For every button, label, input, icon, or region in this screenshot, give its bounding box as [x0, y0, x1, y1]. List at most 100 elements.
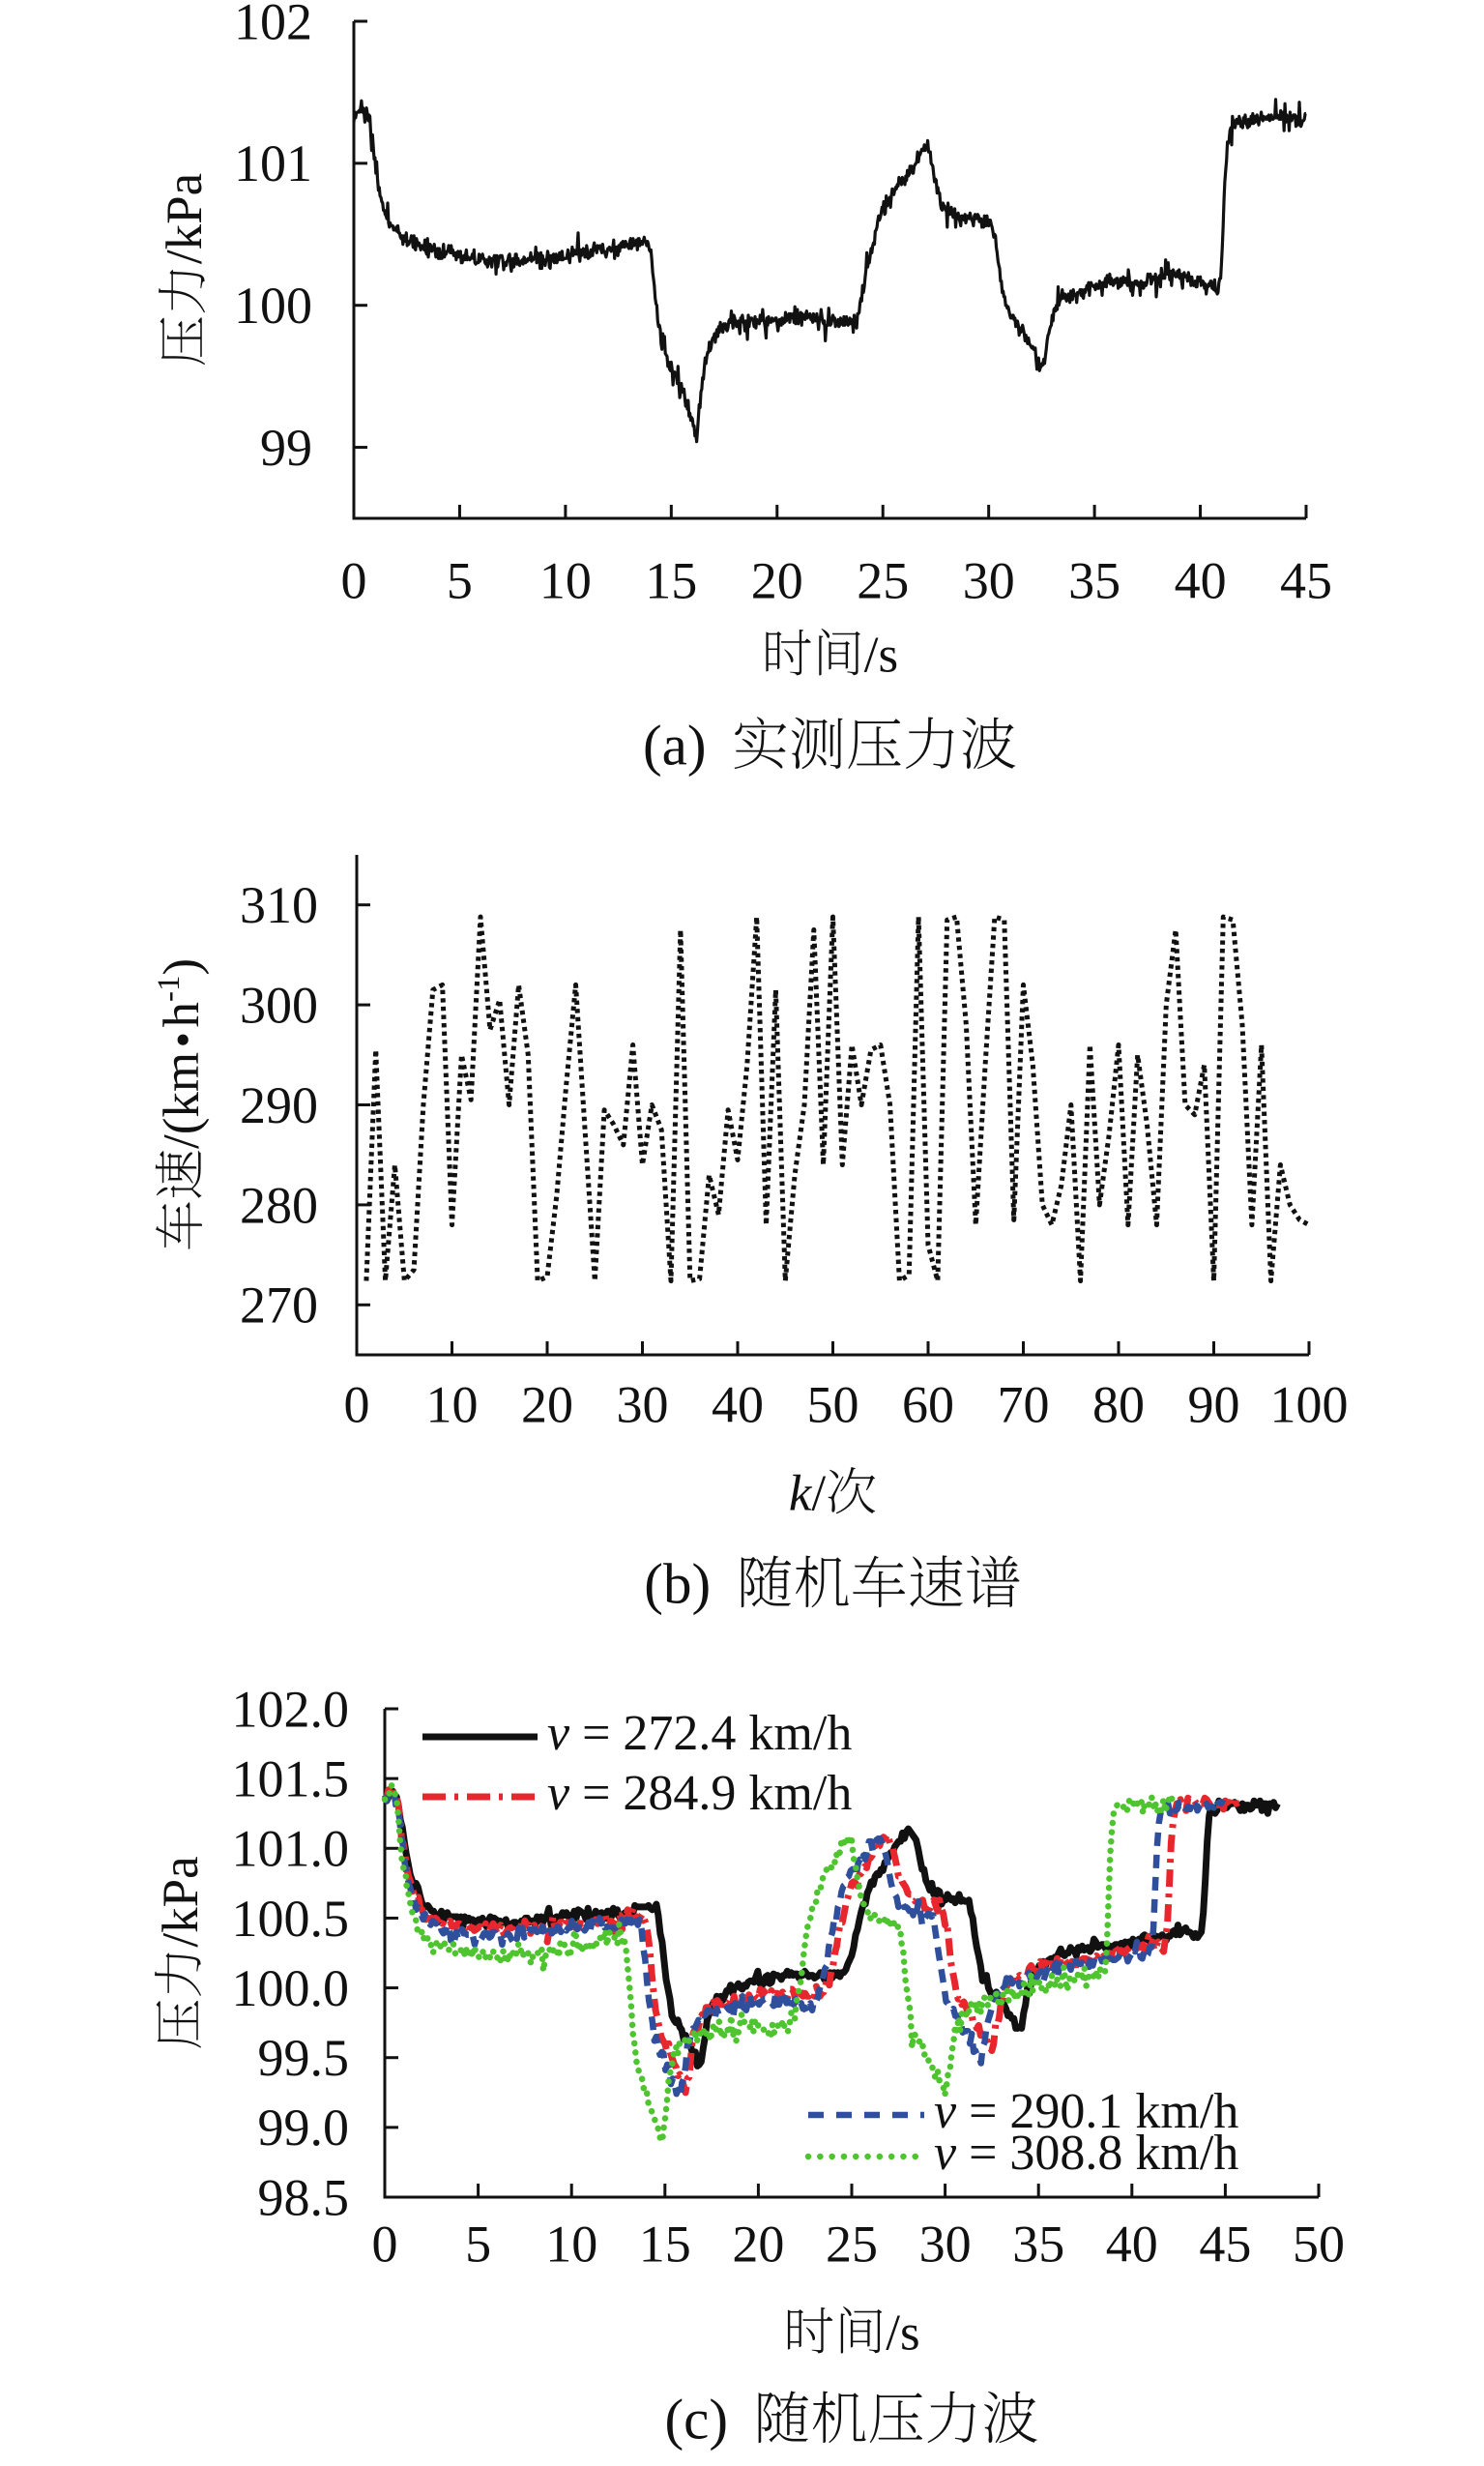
series-v-290.1	[381, 1787, 1227, 2100]
text-run: 99.0	[258, 2099, 350, 2157]
text-run: 100.5	[232, 1890, 350, 1948]
text-run: 101.5	[232, 1750, 350, 1808]
text-run: -1	[152, 976, 187, 1002]
x-tick-label: 30	[963, 551, 1015, 609]
cjk-glyph	[155, 1952, 202, 1996]
x-axis-title: /s	[787, 2305, 920, 2362]
y-tick-label: 101.5	[232, 1750, 350, 1808]
text-run: 10	[426, 1375, 479, 1433]
legend-lower-right: v = 290.1 km/hv = 308.8 km/h	[804, 2084, 1238, 2181]
cjk-glyph	[741, 1555, 792, 1608]
cjk-glyph	[967, 1555, 1020, 1607]
text-run: 310	[240, 876, 318, 934]
x-tick-label: 25	[857, 551, 909, 609]
axes: 0 10 20 30 40 50 60 70 80 90 100 270 280 290 300 310	[240, 855, 1349, 1433]
x-tick-label: 70	[998, 1375, 1050, 1433]
text-run: = 308.8 km/h	[956, 2126, 1238, 2181]
cjk-glyph	[848, 719, 901, 770]
x-tick-label: 100	[1270, 1375, 1349, 1433]
text-run: 100	[234, 277, 312, 335]
cjk-glyph	[758, 2391, 809, 2444]
y-axis-title-wrap: /kPa	[157, 173, 213, 366]
text-run: 80	[1092, 1375, 1145, 1433]
text-run: /(km	[154, 1052, 210, 1149]
text-run: 100.0	[232, 1959, 350, 2017]
cjk-glyph	[962, 717, 1016, 770]
text-run: 20	[521, 1375, 573, 1433]
x-axis-title: k /	[789, 1466, 876, 1522]
text-run: 20	[732, 2215, 784, 2273]
text-run: 40	[1106, 2215, 1158, 2273]
y-tick-label: 100	[234, 277, 312, 335]
text-run: 100	[1270, 1375, 1349, 1433]
legend-label-284.9: v = 284.9 km/h	[547, 1766, 852, 1821]
x-axis-title: /s	[766, 628, 898, 684]
y-tick-label: 99.5	[258, 2029, 350, 2087]
y-tick-label: 99.0	[258, 2099, 350, 2157]
text-run: 15	[645, 551, 697, 609]
text-run: (a)	[643, 714, 720, 778]
x-tick-label: 90	[1188, 1375, 1240, 1433]
series-v-284.9	[382, 1784, 1240, 2097]
text-run: 280	[240, 1176, 318, 1234]
text-run: /kPa	[157, 173, 213, 264]
legend-label-290.1: v = 290.1 km/h	[934, 2084, 1238, 2139]
text-run: 45	[1280, 551, 1332, 609]
series-group	[352, 98, 1307, 444]
text-run: 99.5	[258, 2029, 350, 2087]
x-tick-label: 30	[617, 1375, 669, 1433]
text-run: 50	[1293, 2215, 1345, 2273]
text-run: 99	[260, 419, 312, 477]
text-run: 70	[998, 1375, 1050, 1433]
series-chart-b	[364, 914, 1311, 1283]
text-run: 101	[234, 134, 312, 192]
y-tick-label: 99	[260, 419, 312, 477]
cjk-glyph	[812, 2391, 866, 2444]
text-run: (b)	[644, 1552, 725, 1616]
x-tick-label: 20	[732, 2215, 784, 2273]
text-run: /kPa	[153, 1856, 209, 1947]
cjk-glyph	[156, 1202, 203, 1249]
text-run: 5	[447, 551, 473, 609]
text-run: 40	[712, 1375, 764, 1433]
series-group	[364, 914, 1311, 1283]
y-tick-label: 101.0	[232, 1820, 350, 1878]
legend-label-272.4: v = 272.4 km/h	[547, 1706, 852, 1761]
x-tick-label: 0	[372, 2215, 398, 2273]
x-tick-label: 0	[341, 551, 367, 609]
x-tick-label: 5	[465, 2215, 491, 2273]
text-run: 40	[1175, 551, 1227, 609]
text-run: v	[934, 2126, 957, 2181]
y-tick-label: 290	[240, 1076, 318, 1134]
text-run: 300	[240, 977, 318, 1035]
x-tick-label: 5	[447, 551, 473, 609]
x-tick-label: 0	[344, 1375, 370, 1433]
text-run: 290	[240, 1076, 318, 1134]
text-run: 102	[234, 0, 312, 50]
x-tick-label: 30	[919, 2215, 972, 2273]
panel-caption: (b)	[644, 1552, 1020, 1616]
text-run: (c)	[665, 2388, 742, 2451]
x-tick-label: 40	[1106, 2215, 1158, 2273]
series-group	[381, 1782, 1281, 2145]
text-run: /s	[886, 2305, 919, 2362]
text-run: 45	[1199, 2215, 1251, 2273]
text-run: 50	[807, 1375, 859, 1433]
chart-c-random-pressure-wave: 0 5 10 15 20 25 30 35 40 45 50 98.5 99.0 99.5 100.0 100…	[153, 1680, 1345, 2451]
x-tick-label: 45	[1199, 2215, 1251, 2273]
legend-upper-left: v = 272.4 km/hv = 284.9 km/h	[422, 1706, 852, 1821]
cjk-glyph	[791, 717, 843, 770]
y-tick-label: 102.0	[232, 1680, 350, 1738]
series-v-308.8	[381, 1782, 1176, 2145]
cjk-glyph	[734, 717, 787, 770]
x-tick-label: 50	[1293, 2215, 1345, 2273]
x-tick-label: 40	[712, 1375, 764, 1433]
y-axis-title-wrap: /kPa	[153, 1856, 209, 2048]
text-run: h	[154, 1002, 210, 1028]
middot-glyph	[177, 1034, 189, 1045]
text-run: 90	[1188, 1375, 1240, 1433]
y-tick-label: 310	[240, 876, 318, 934]
y-tick-label: 102	[234, 0, 312, 50]
text-run: 30	[617, 1375, 669, 1433]
text-run: 0	[341, 551, 367, 609]
